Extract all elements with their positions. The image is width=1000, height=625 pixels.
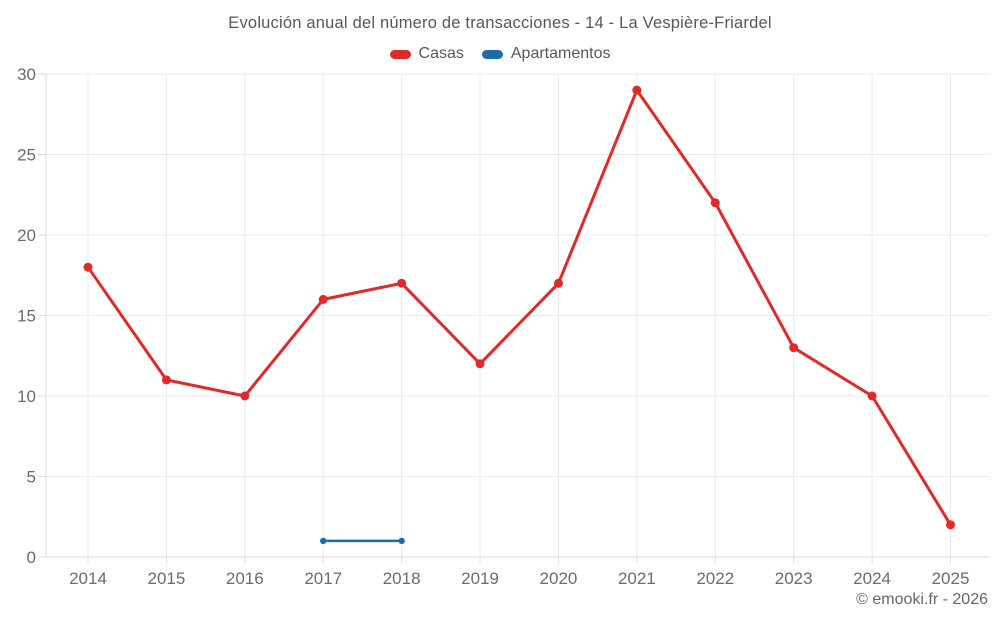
- x-tick-label: 2016: [226, 569, 264, 588]
- data-point[interactable]: [397, 278, 407, 288]
- data-point[interactable]: [240, 391, 250, 401]
- x-tick-label: 2022: [696, 569, 734, 588]
- chart-legend: Casas Apartamentos: [0, 45, 1000, 63]
- y-tick-label: 15: [17, 307, 36, 326]
- data-point[interactable]: [632, 85, 642, 95]
- x-tick-label: 2014: [69, 569, 107, 588]
- data-point[interactable]: [867, 391, 877, 401]
- x-tick-label: 2025: [932, 569, 970, 588]
- legend-item-casas[interactable]: Casas: [389, 45, 464, 63]
- y-axis-labels: 0 5 10 15 20 25 30: [17, 65, 36, 567]
- data-point[interactable]: [318, 294, 328, 304]
- legend-swatch-casas: [389, 49, 411, 59]
- legend-label-casas: Casas: [418, 45, 464, 62]
- x-tick-label: 2020: [540, 569, 578, 588]
- x-tick-label: 2017: [304, 569, 342, 588]
- data-point[interactable]: [83, 262, 93, 272]
- data-point[interactable]: [475, 359, 485, 369]
- x-tick-label: 2023: [775, 569, 813, 588]
- series-points-casas: [83, 85, 955, 530]
- series-line-casas: [86, 88, 952, 527]
- data-point[interactable]: [789, 343, 799, 353]
- y-tick-label: 20: [17, 226, 36, 245]
- legend-swatch-apartamentos: [481, 49, 503, 59]
- legend-label-apartamentos: Apartamentos: [510, 45, 611, 62]
- y-tick-label: 0: [27, 548, 36, 567]
- x-tick-label: 2019: [461, 569, 499, 588]
- data-point[interactable]: [710, 198, 720, 208]
- data-point[interactable]: [553, 278, 563, 288]
- x-tick-label: 2015: [147, 569, 185, 588]
- data-point[interactable]: [398, 537, 405, 545]
- y-tick-label: 30: [17, 65, 36, 84]
- y-tick-label: 10: [17, 387, 36, 406]
- series-points-apartamentos: [320, 537, 405, 545]
- x-tick-label: 2021: [618, 569, 656, 588]
- copyright: © emooki.fr - 2026: [856, 591, 988, 608]
- gridlines: [46, 73, 990, 557]
- x-tick-label: 2024: [853, 569, 891, 588]
- data-point[interactable]: [946, 520, 955, 530]
- chart-title: Evolución anual del número de transaccio…: [228, 14, 772, 32]
- x-tick-label: 2018: [383, 569, 421, 588]
- y-tick-label: 5: [27, 468, 36, 487]
- y-tick-label: 25: [17, 146, 36, 165]
- data-point[interactable]: [161, 375, 171, 385]
- axes: [38, 73, 990, 563]
- legend-item-apartamentos[interactable]: Apartamentos: [481, 45, 611, 63]
- data-point[interactable]: [320, 537, 327, 545]
- x-axis-labels: 2014 2015 2016 2017 2018 2019 2020 2021 2022 2023…: [69, 569, 969, 588]
